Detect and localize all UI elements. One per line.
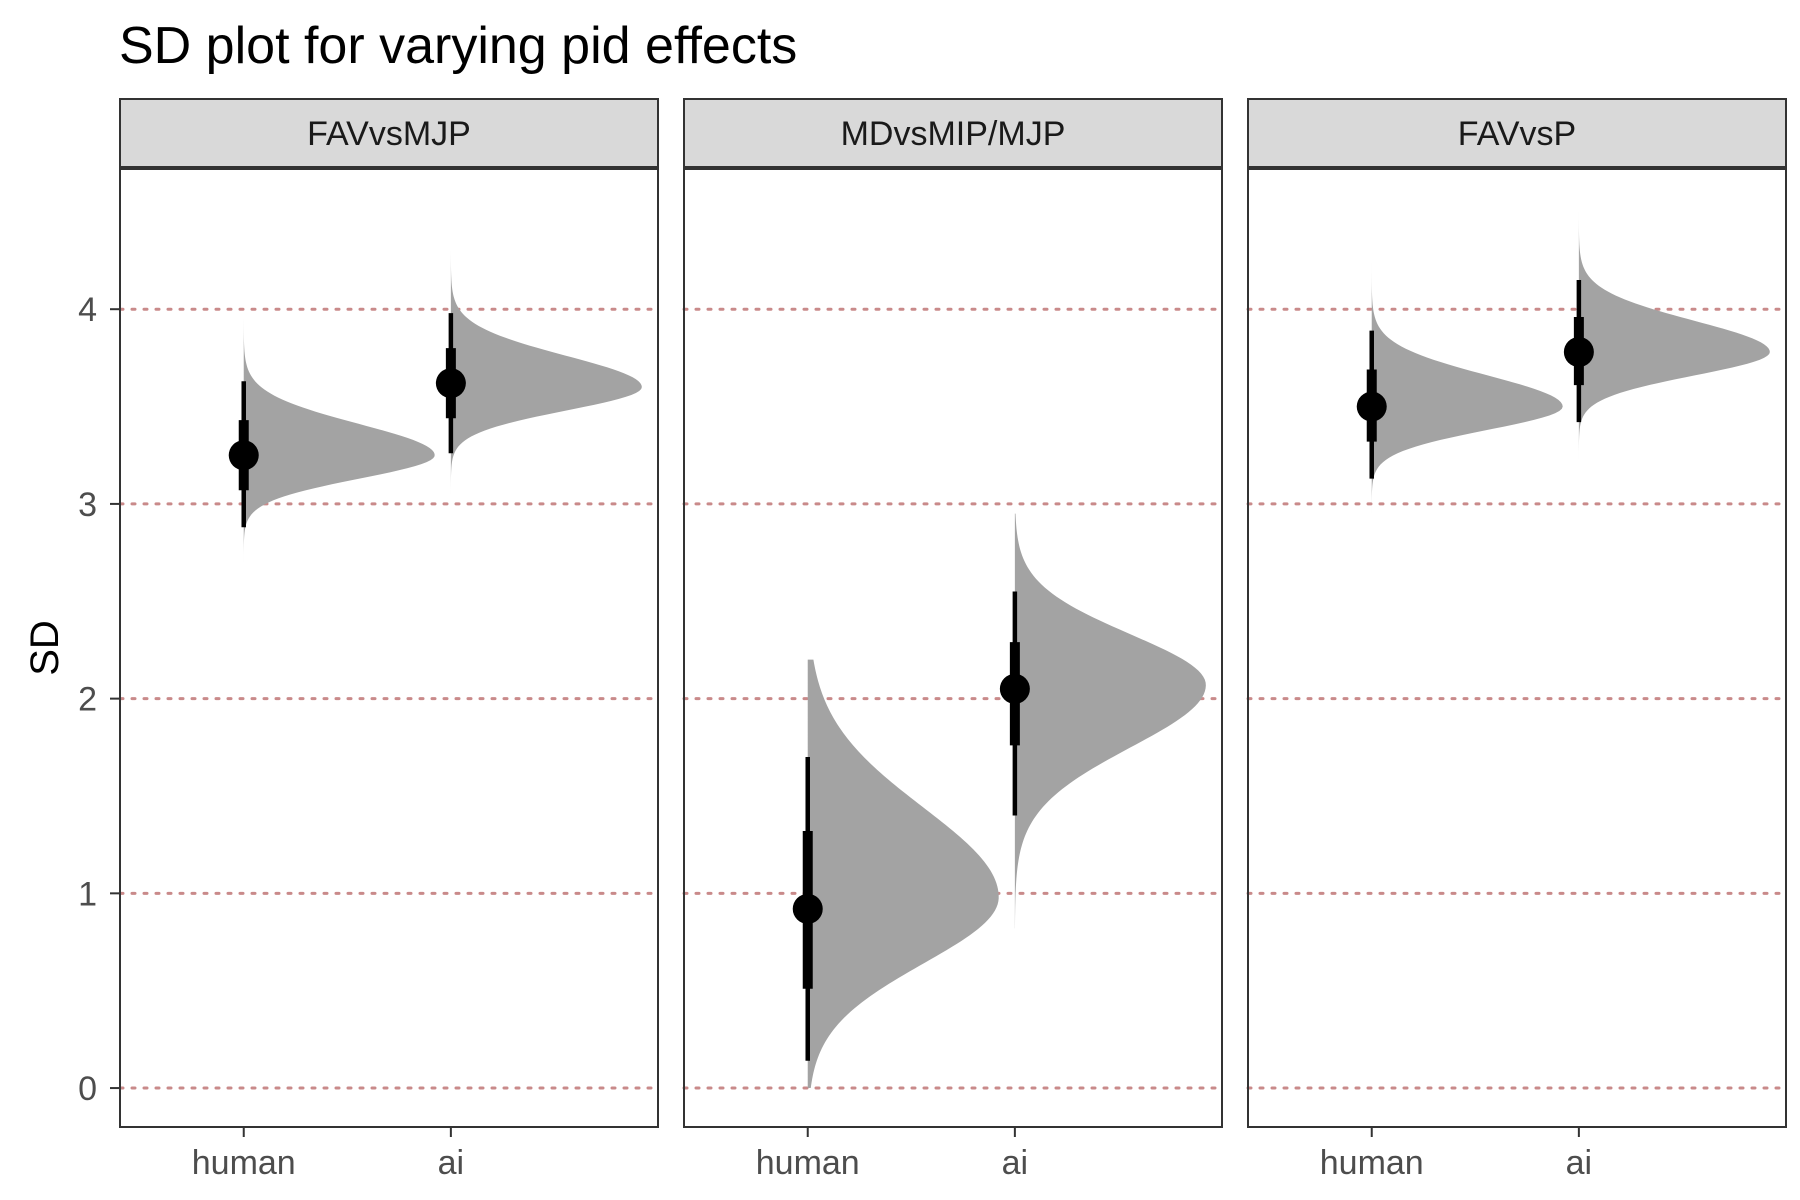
facet-panel-2: FAVvsP human ai [1246,98,1788,1182]
y-tick-label-4: 4 [78,291,97,329]
panel-border [683,168,1223,1128]
y-tick-label-1: 1 [78,875,97,913]
facet-label: MDvsMIP/MJP [841,115,1066,153]
y-tick-label-3: 3 [78,486,97,524]
facet-strip [683,98,1223,168]
panel-border [119,168,659,1128]
density-human [243,318,435,602]
x-tick-label-human: human [756,1144,860,1182]
group-human [1356,250,1563,563]
facet-label: FAVvsMJP [307,115,471,153]
group-human [228,318,435,602]
point-estimate-human [792,893,823,924]
point-estimate-human [228,440,259,471]
y-tick-label-2: 2 [78,681,97,719]
density-ai [1578,211,1770,485]
x-tick-label-ai: ai [1002,1144,1028,1182]
point-estimate-ai [435,368,466,399]
panel-border [1247,168,1787,1128]
facet-panels: FAVvsMJP human ai MDvsMIP/MJP human ai FAVvsP h… [118,98,1788,1182]
x-tick-label-ai: ai [1566,1144,1592,1182]
density-ai [1014,513,1206,929]
point-estimate-ai [1563,337,1594,368]
group-human [792,659,999,1089]
group-ai [435,250,642,528]
density-human [807,659,999,1089]
facet-panel-1: MDvsMIP/MJP human ai [682,98,1224,1182]
x-tick-label-human: human [192,1144,296,1182]
x-tick-label-ai: ai [438,1144,464,1182]
panel-background [120,169,658,1127]
y-tick-label-0: 0 [78,1070,97,1108]
x-tick-label-human: human [1320,1144,1424,1182]
y-axis-title: SD [23,620,67,676]
point-estimate-human [1356,391,1387,422]
chart-title: SD plot for varying pid effects [119,17,797,75]
facet-strip [119,98,659,168]
density-human [1371,250,1563,563]
density-ai [450,250,642,528]
panel-background [1248,169,1786,1127]
facet-strip [1247,98,1787,168]
group-ai [999,513,1206,929]
group-ai [1563,211,1770,485]
facet-panel-0: FAVvsMJP human ai [118,98,660,1182]
point-estimate-ai [999,673,1030,704]
facet-label: FAVvsP [1458,115,1576,153]
